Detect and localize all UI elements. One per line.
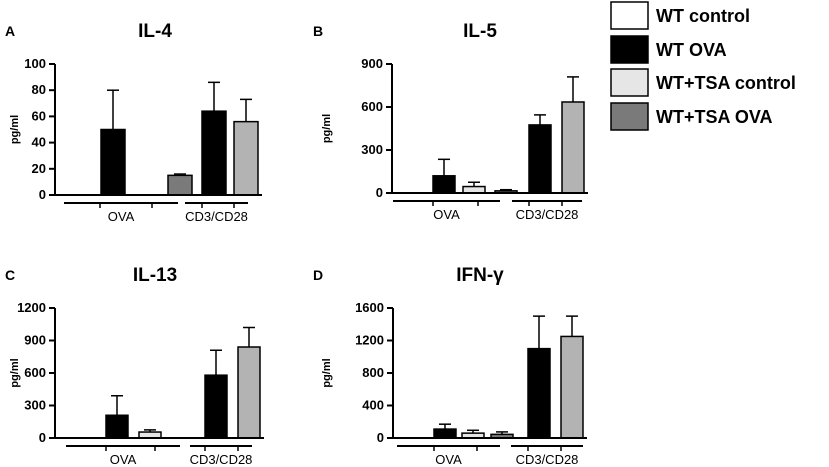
ova-group-label: OVA xyxy=(433,207,460,222)
bar xyxy=(167,174,193,196)
y-tick-label: 900 xyxy=(361,56,383,71)
y-tick-label: 400 xyxy=(362,398,384,413)
panel-label: A xyxy=(5,23,15,39)
panel-label: B xyxy=(313,23,323,39)
panel-c: C IL-13 pg/ml 0 300 600 900 1200 OVA CD3/CD28 xyxy=(5,265,264,467)
cd3-group-label: CD3/CD28 xyxy=(185,209,248,224)
panel-label: D xyxy=(313,267,323,283)
y-tick-label: 1200 xyxy=(355,333,384,348)
cd3-group-label: CD3/CD28 xyxy=(516,207,579,222)
y-tick-label: 1600 xyxy=(355,300,384,315)
y-axis-label: pg/ml xyxy=(9,358,21,387)
panel-b: B IL-5 pg/ml 0 300 600 900 OVA CD3/CD28 xyxy=(313,21,588,222)
y-tick-label: 0 xyxy=(39,430,46,445)
y-axis-label: pg/ml xyxy=(321,358,333,387)
legend-item: WT+TSA OVA xyxy=(610,102,773,131)
panel-d: D IFN-γ pg/ml 0 400 800 1200 1600 OVA CD3/CD28 xyxy=(313,265,587,467)
y-tick-label: 600 xyxy=(24,365,46,380)
y-tick-label: 600 xyxy=(361,99,383,114)
panel-title: IL-13 xyxy=(133,265,177,286)
y-tick-label: 0 xyxy=(377,430,384,445)
panel-title: IFN-γ xyxy=(456,265,504,286)
legend-label: WT OVA xyxy=(656,40,727,60)
y-tick-label: 20 xyxy=(32,161,46,176)
bar xyxy=(105,414,129,439)
legend-label: WT+TSA control xyxy=(656,73,796,93)
y-tick-label: 0 xyxy=(39,187,46,202)
cd3-group-label: CD3/CD28 xyxy=(516,452,579,467)
y-tick-label: 300 xyxy=(24,398,46,413)
panels: A IL-4 pg/ml 0 20 40 60 80 100 OVA CD3/CD28 B IL-5 pg… xyxy=(5,21,588,467)
bar xyxy=(561,101,585,194)
bar xyxy=(527,347,551,439)
bar xyxy=(233,120,259,196)
y-axis-label: pg/ml xyxy=(9,115,21,144)
y-tick-label: 800 xyxy=(362,365,384,380)
y-tick-label: 60 xyxy=(32,108,46,123)
ova-group-label: OVA xyxy=(110,452,137,467)
y-tick-label: 300 xyxy=(361,142,383,157)
panel-title: IL-4 xyxy=(138,21,172,42)
y-axis-label: pg/ml xyxy=(321,114,333,143)
legend-item: WT control xyxy=(610,1,750,30)
y-tick-label: 0 xyxy=(376,185,383,200)
legend-label: WT+TSA OVA xyxy=(656,107,773,127)
y-tick-label: 100 xyxy=(24,56,46,71)
bar xyxy=(560,335,584,439)
bar xyxy=(204,374,228,439)
legend: WT control WT OVA WT+TSA control WT+TSA OVA xyxy=(610,1,796,131)
panel-title: IL-5 xyxy=(463,21,497,42)
legend-item: WT OVA xyxy=(610,35,727,64)
panel-a: A IL-4 pg/ml 0 20 40 60 80 100 OVA CD3/CD28 xyxy=(5,21,262,224)
legend-swatch xyxy=(610,68,649,97)
legend-swatch xyxy=(610,35,649,64)
legend-item: WT+TSA control xyxy=(610,68,796,97)
bar xyxy=(433,428,457,439)
legend-swatch xyxy=(610,102,649,131)
bar xyxy=(432,175,456,194)
legend-swatch xyxy=(610,1,649,30)
bar xyxy=(528,124,552,194)
y-tick-label: 80 xyxy=(32,82,46,97)
y-tick-label: 900 xyxy=(24,333,46,348)
ova-group-label: OVA xyxy=(108,209,135,224)
bar xyxy=(237,346,261,439)
bar xyxy=(100,128,126,196)
ova-group-label: OVA xyxy=(435,452,462,467)
cd3-group-label: CD3/CD28 xyxy=(190,452,253,467)
y-tick-label: 40 xyxy=(32,135,46,150)
y-tick-label: 1200 xyxy=(17,300,46,315)
legend-label: WT control xyxy=(656,6,750,26)
bar xyxy=(201,110,227,196)
panel-label: C xyxy=(5,267,15,283)
